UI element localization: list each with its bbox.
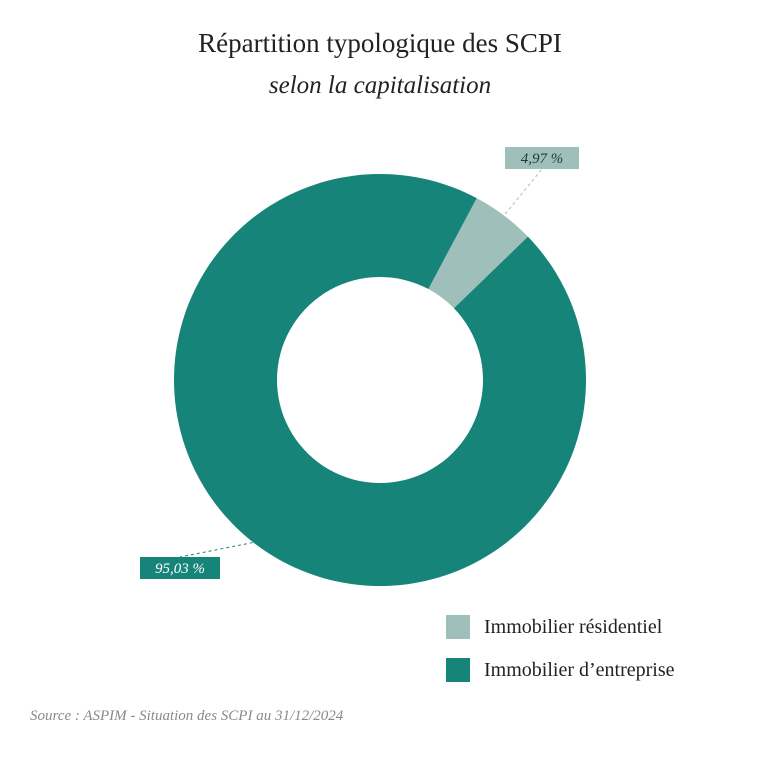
- slice-1: [173, 174, 586, 587]
- legend-label-entreprise: Immobilier d’entreprise: [484, 658, 675, 681]
- legend-swatch-entreprise: [446, 658, 470, 682]
- slice-0: [428, 198, 528, 309]
- legend-item-entreprise: Immobilier d’entreprise: [446, 655, 675, 685]
- leader-line-1: [179, 540, 259, 558]
- legend: Immobilier résidentiel Immobilier d’entr…: [446, 612, 675, 698]
- legend-swatch-residentiel: [446, 615, 470, 639]
- data-label-box-0: [505, 147, 579, 169]
- chart-title: Répartition typologique des SCPI: [198, 28, 562, 58]
- source-note: Source : ASPIM - Situation des SCPI au 3…: [30, 708, 344, 724]
- data-label-1: 95,03 %: [155, 561, 205, 577]
- legend-label-residentiel: Immobilier résidentiel: [484, 615, 663, 638]
- leader-line-0: [501, 168, 543, 219]
- data-label-0: 4,97 %: [521, 151, 564, 167]
- data-label-box-1: [140, 557, 220, 579]
- chart-subtitle: selon la capitalisation: [268, 72, 492, 99]
- legend-item-residentiel: Immobilier résidentiel: [446, 612, 675, 642]
